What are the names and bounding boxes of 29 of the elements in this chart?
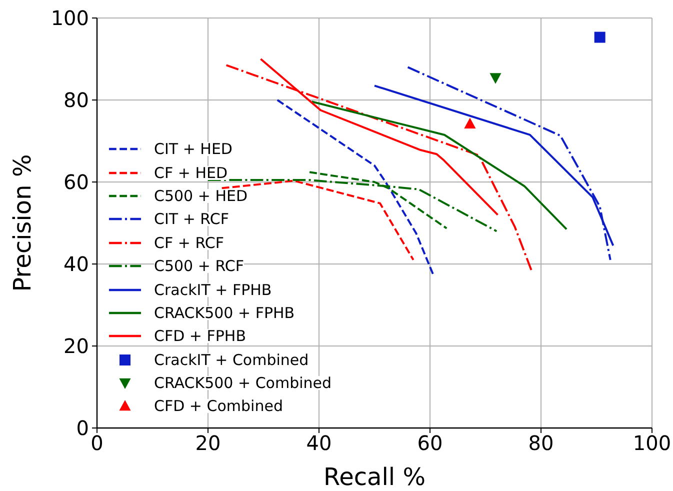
x-tick-label: 40 [306,431,332,456]
point [594,32,606,43]
legend-label: C500 + RCF [154,257,244,276]
legend-label: CFD + FPHB [154,327,246,346]
legend-label: CF + RCF [154,234,224,252]
legend-label: CFD + Combined [154,397,283,416]
y-tick-label: 60 [64,170,89,194]
y-tick-label: 20 [64,334,89,358]
legend-label: CrackIT + Combined [154,350,309,369]
x-tick-label: 80 [528,431,554,456]
y-tick-label: 80 [64,88,89,112]
legend-label: C500 + HED [154,186,248,205]
x-tick-label: 100 [632,431,672,456]
y-axis-title: Precision % [8,154,37,292]
legend-label: CIT + HED [154,140,232,158]
y-tick-label: 100 [50,6,89,30]
legend-label: CRACK500 + Combined [154,374,332,392]
line-series [310,100,568,230]
y-tick-label: 0 [76,416,89,440]
legend-label: CIT + RCF [154,210,229,228]
x-tick-label: 20 [195,431,221,456]
y-tick-label: 40 [64,252,89,276]
legend-label: CrackIT + FPHB [154,280,272,299]
x-tick-label: 60 [417,431,443,456]
legend-label: CRACK500 + FPHB [154,304,295,322]
legend-label: CF + HED [154,164,228,182]
point [490,73,502,84]
x-axis-title: Recall % [323,463,426,491]
point [464,118,476,128]
